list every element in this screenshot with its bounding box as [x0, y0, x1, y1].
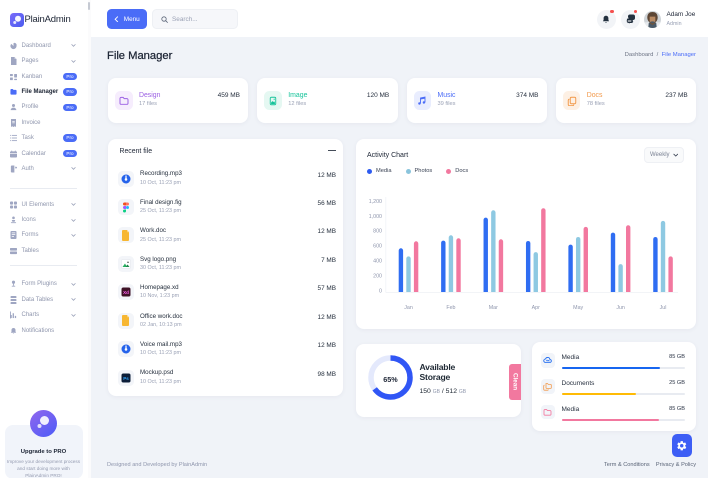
svg-text:May: May — [573, 305, 583, 311]
svg-text:Jun: Jun — [616, 305, 625, 311]
svg-text:Xd: Xd — [123, 290, 129, 295]
svg-text:Jan: Jan — [404, 305, 413, 311]
svg-text:200: 200 — [373, 274, 382, 280]
svg-text:Mar: Mar — [488, 305, 497, 311]
svg-text:Feb: Feb — [446, 305, 455, 311]
svg-text:1,000: 1,000 — [368, 214, 381, 220]
svg-text:1,200: 1,200 — [368, 199, 381, 205]
svg-text:Jul: Jul — [659, 305, 666, 311]
svg-text:0: 0 — [379, 289, 382, 295]
svg-text:800: 800 — [373, 229, 382, 235]
svg-text:Apr: Apr — [531, 305, 539, 311]
svg-text:400: 400 — [373, 259, 382, 265]
svg-text:600: 600 — [373, 244, 382, 250]
svg-text:Ps: Ps — [123, 376, 129, 381]
